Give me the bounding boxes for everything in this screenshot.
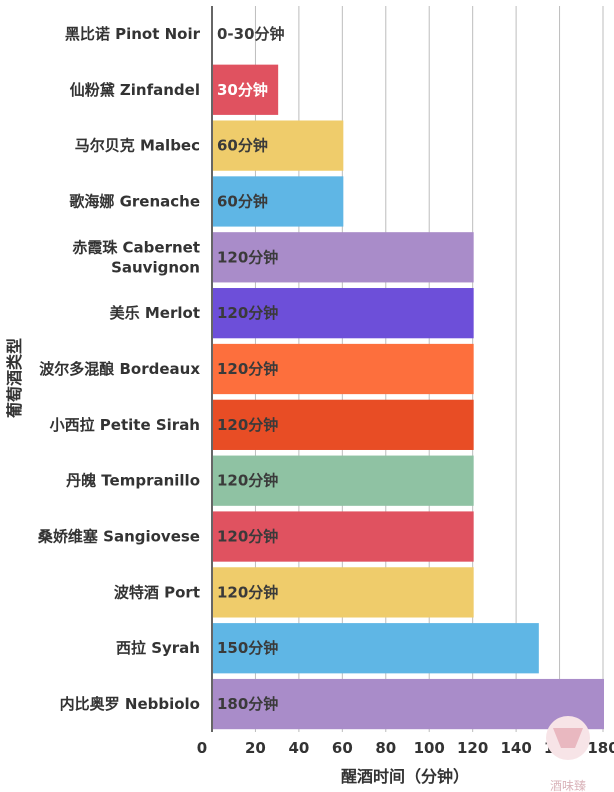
- category-label: 桑娇维塞 Sangiovese: [38, 528, 200, 546]
- category-label: 黑比诺 Pinot Noir: [65, 25, 201, 43]
- bar: [213, 176, 344, 227]
- bars: [213, 64, 604, 730]
- category-label: 西拉 Syrah: [116, 639, 200, 657]
- bar: [213, 288, 474, 339]
- x-tick-label: 180: [587, 739, 614, 757]
- category-label: 丹魄 Tempranillo: [66, 472, 200, 490]
- bar: [213, 120, 344, 171]
- y-axis-title: 葡萄酒类型: [5, 338, 24, 419]
- x-tick-label: 80: [375, 739, 396, 757]
- bar: [213, 232, 474, 283]
- bar-value-label: 120分钟: [217, 472, 278, 490]
- x-tick-label: 100: [414, 739, 445, 757]
- x-tick-label: 0: [197, 739, 207, 757]
- category-label: 波特酒 Port: [114, 583, 200, 601]
- x-tick-label: 20: [245, 739, 266, 757]
- bar: [213, 623, 539, 674]
- bar-value-label: 30分钟: [217, 81, 268, 99]
- bar-value-label: 120分钟: [217, 304, 278, 322]
- bar: [213, 64, 279, 115]
- x-tick-label: 60: [332, 739, 353, 757]
- category-label: 小西拉 Petite Sirah: [50, 416, 200, 434]
- bar: [213, 678, 604, 730]
- bar: [213, 455, 474, 506]
- category-label: 马尔贝克 Malbec: [75, 137, 200, 155]
- bar: [213, 343, 474, 395]
- bar-value-label: 120分钟: [217, 248, 278, 266]
- category-label: 内比奥罗 Nebbiolo: [60, 695, 200, 713]
- category-label: 波尔多混酿 Bordeaux: [39, 360, 200, 378]
- bar-value-label: 120分钟: [217, 528, 278, 546]
- category-label: 赤霞珠 Cabernet Sauvignon: [72, 238, 200, 276]
- bar-value-label: 60分钟: [217, 137, 268, 155]
- watermark-logo: 酒味臻: [546, 716, 590, 792]
- bar-value-label: 120分钟: [217, 360, 278, 378]
- bar-value-label: 120分钟: [217, 416, 278, 434]
- x-tick-label: 120: [457, 739, 488, 757]
- bar-value-label: 0-30分钟: [217, 25, 285, 43]
- category-label: 仙粉黛 Zinfandel: [70, 81, 200, 99]
- bar-value-label: 150分钟: [217, 639, 278, 657]
- x-axis-title: 醒酒时间（分钟）: [341, 767, 469, 786]
- category-label: 美乐 Merlot: [110, 304, 200, 322]
- bar: [213, 511, 474, 562]
- x-tick-label: 40: [288, 739, 309, 757]
- watermark-text: 酒味臻: [550, 779, 586, 792]
- x-tick-label: 140: [500, 739, 531, 757]
- bar-value-label: 180分钟: [217, 695, 278, 713]
- category-label: 歌海娜 Grenache: [69, 192, 200, 210]
- bar: [213, 399, 474, 450]
- labels: 020406080100120140160180黑比诺 Pinot Noir0-…: [38, 25, 614, 757]
- bar-value-label: 60分钟: [217, 192, 268, 210]
- bar-value-label: 120分钟: [217, 583, 278, 601]
- bar: [213, 567, 474, 618]
